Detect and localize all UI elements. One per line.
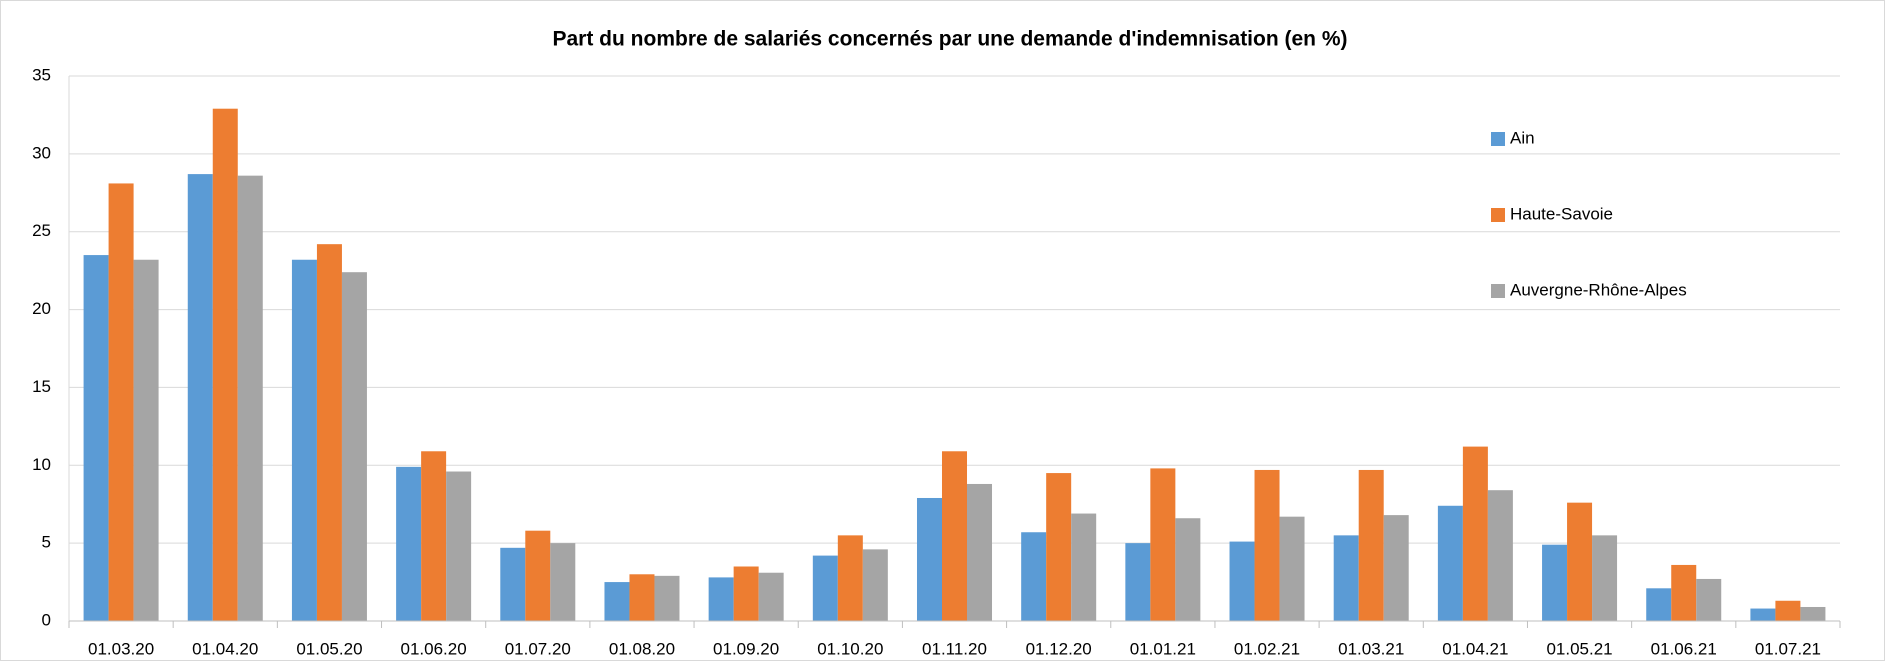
x-tick-label: 01.03.21 (1338, 639, 1404, 658)
bar (550, 543, 576, 621)
bar (316, 244, 342, 621)
y-tick-label: 0 (42, 610, 51, 629)
bar (1437, 505, 1463, 621)
x-tick-label: 01.12.20 (1026, 639, 1092, 658)
legend-swatch (1491, 284, 1505, 298)
bar (1775, 600, 1801, 621)
bar (1046, 473, 1072, 621)
bar (108, 183, 134, 621)
bar (1071, 513, 1097, 621)
bar (133, 259, 159, 621)
bar (837, 535, 863, 621)
bar (1333, 535, 1359, 621)
x-tick-label: 01.05.21 (1546, 639, 1612, 658)
bar (396, 466, 422, 621)
bar (708, 577, 734, 621)
bar (446, 471, 472, 621)
x-tick-label: 01.08.20 (609, 639, 675, 658)
bar (1487, 490, 1513, 621)
bar (812, 555, 838, 621)
bar (654, 575, 680, 621)
y-tick-label: 15 (32, 377, 51, 396)
legend-swatch (1491, 132, 1505, 146)
x-tick-label: 01.06.21 (1651, 639, 1717, 658)
bar (1125, 543, 1151, 621)
bar (916, 497, 942, 621)
bar (1279, 516, 1305, 621)
y-tick-label: 30 (32, 143, 51, 162)
x-tick-label: 01.07.20 (505, 639, 571, 658)
x-tick-label: 01.05.20 (296, 639, 362, 658)
legend-label: Auvergne-Rhône-Alpes (1510, 280, 1687, 299)
x-tick-label: 01.04.21 (1442, 639, 1508, 658)
bar (733, 566, 759, 621)
bar (1750, 608, 1776, 621)
bar (604, 582, 630, 621)
x-tick-label: 01.01.21 (1130, 639, 1196, 658)
x-tick-label: 01.10.20 (817, 639, 883, 658)
bar (212, 108, 238, 621)
bar (1800, 606, 1826, 621)
bar (1671, 564, 1697, 621)
bar (629, 574, 655, 621)
bar (187, 174, 213, 621)
bar (500, 547, 526, 621)
chart-title: Part du nombre de salariés concernés par… (552, 28, 1347, 51)
bar (1567, 502, 1593, 621)
legend-label: Haute-Savoie (1510, 204, 1613, 223)
bar (83, 255, 109, 622)
x-tick-label: 01.09.20 (713, 639, 779, 658)
bar (1229, 541, 1255, 621)
bar (291, 259, 317, 621)
y-tick-label: 10 (32, 455, 51, 474)
bar (237, 175, 263, 621)
x-tick-label: 01.06.20 (401, 639, 467, 658)
bar (341, 272, 367, 621)
legend-swatch (1491, 208, 1505, 222)
x-tick-label: 01.03.20 (88, 639, 154, 658)
bar (1646, 588, 1672, 621)
bar (941, 451, 968, 621)
bar (1542, 544, 1568, 621)
bar (862, 549, 888, 621)
bar (1254, 469, 1280, 621)
legend-label: Ain (1510, 128, 1535, 147)
y-tick-label: 35 (32, 65, 51, 84)
y-tick-label: 25 (32, 221, 51, 240)
bar (1358, 469, 1384, 621)
bar (967, 483, 993, 621)
bar (525, 530, 551, 621)
bar (1696, 578, 1722, 621)
bar (1021, 532, 1047, 621)
bar (1462, 446, 1488, 621)
bar (1150, 468, 1176, 621)
bar (1175, 518, 1201, 621)
bar (1383, 515, 1409, 621)
bar (758, 572, 784, 621)
x-tick-label: 01.04.20 (192, 639, 258, 658)
x-tick-label: 01.11.20 (922, 639, 987, 658)
x-tick-label: 01.07.21 (1755, 639, 1821, 658)
bar (1592, 535, 1618, 621)
bar (421, 451, 447, 621)
y-tick-label: 5 (42, 533, 51, 552)
y-tick-label: 20 (32, 299, 51, 318)
x-tick-label: 01.02.21 (1234, 639, 1300, 658)
